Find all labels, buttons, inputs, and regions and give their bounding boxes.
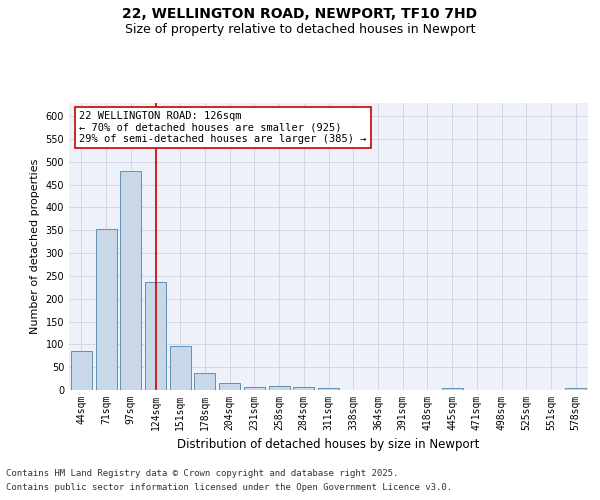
Bar — [244, 387, 265, 390]
Bar — [565, 388, 586, 390]
Bar — [71, 351, 92, 390]
Text: 22, WELLINGTON ROAD, NEWPORT, TF10 7HD: 22, WELLINGTON ROAD, NEWPORT, TF10 7HD — [122, 8, 478, 22]
Y-axis label: Number of detached properties: Number of detached properties — [30, 158, 40, 334]
Bar — [170, 346, 191, 390]
Text: Contains public sector information licensed under the Open Government Licence v3: Contains public sector information licen… — [6, 484, 452, 492]
Bar — [95, 230, 116, 390]
Bar — [194, 373, 215, 390]
Bar — [120, 171, 141, 390]
Bar — [145, 282, 166, 390]
Text: 22 WELLINGTON ROAD: 126sqm
← 70% of detached houses are smaller (925)
29% of sem: 22 WELLINGTON ROAD: 126sqm ← 70% of deta… — [79, 111, 367, 144]
X-axis label: Distribution of detached houses by size in Newport: Distribution of detached houses by size … — [178, 438, 479, 452]
Bar — [318, 388, 339, 390]
Bar — [293, 387, 314, 390]
Bar — [442, 388, 463, 390]
Text: Size of property relative to detached houses in Newport: Size of property relative to detached ho… — [125, 22, 475, 36]
Bar — [219, 382, 240, 390]
Bar — [269, 386, 290, 390]
Text: Contains HM Land Registry data © Crown copyright and database right 2025.: Contains HM Land Registry data © Crown c… — [6, 468, 398, 477]
